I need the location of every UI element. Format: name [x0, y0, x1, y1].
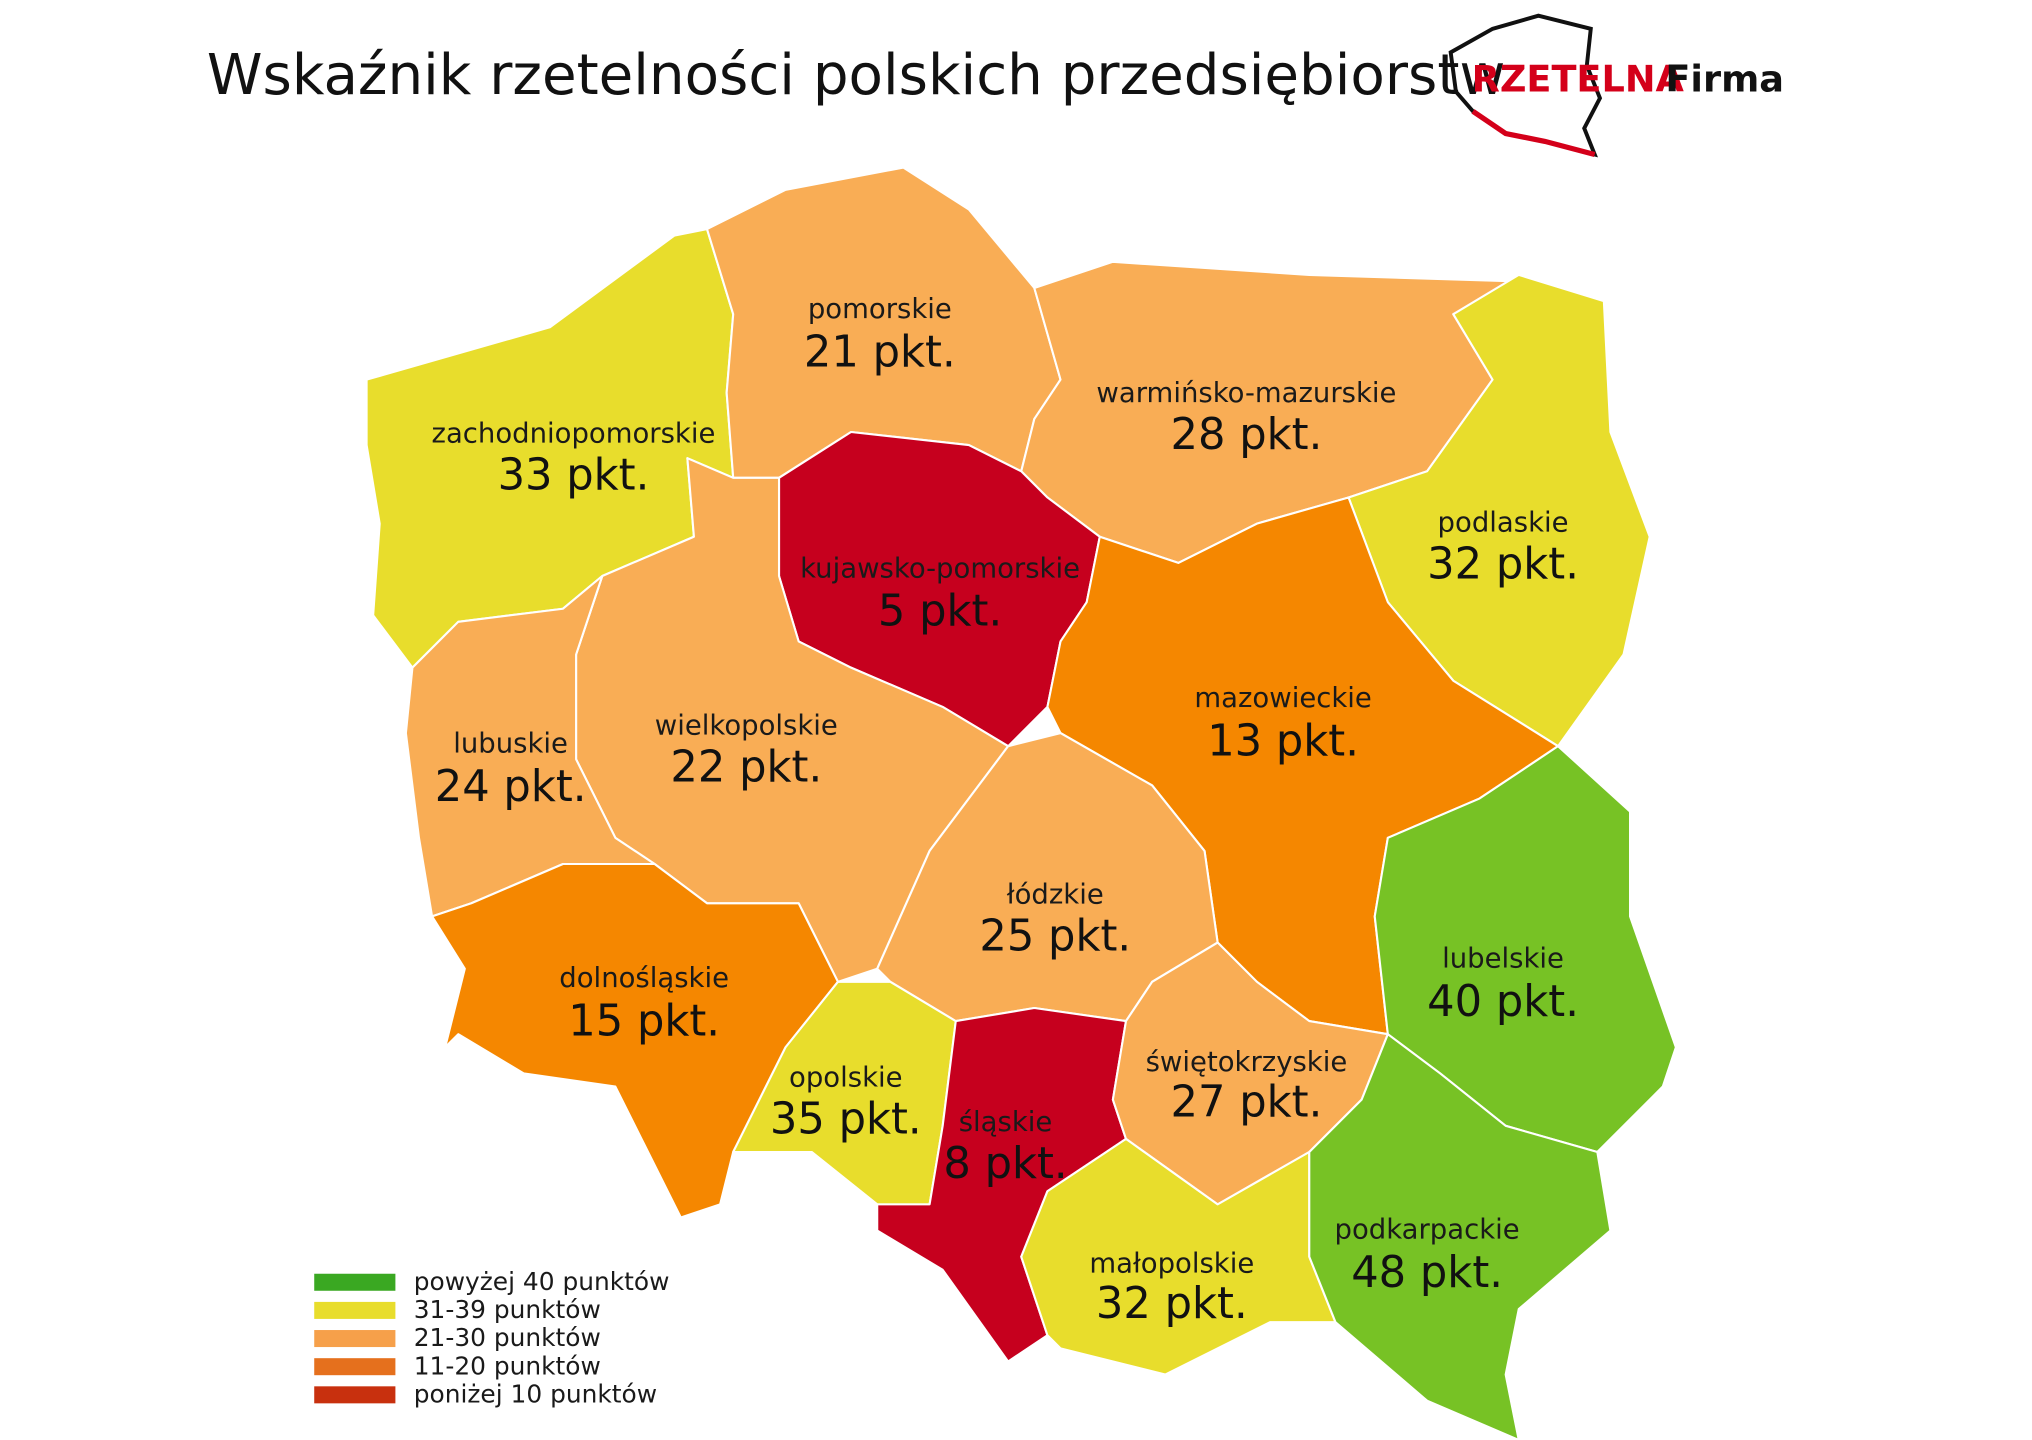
legend-swatch	[314, 1273, 396, 1291]
region-score: 8 pkt.	[943, 1139, 1067, 1189]
region-name: warmińsko-mazurskie	[1096, 377, 1396, 409]
region-name: wielkopolskie	[655, 709, 838, 741]
region	[1020, 1137, 1337, 1376]
legend-label: poniżej 10 punktów	[414, 1379, 657, 1408]
region-score: 33 pkt.	[498, 451, 650, 501]
title: Wskaźnik rzetelności polskich przedsiębi…	[207, 43, 1506, 108]
legend-label: powyżej 40 punktów	[414, 1267, 670, 1296]
legend-swatch	[314, 1301, 396, 1319]
region-name: podkarpackie	[1335, 1213, 1520, 1245]
region-score: 35 pkt.	[770, 1095, 922, 1145]
legend-swatch	[314, 1386, 396, 1404]
region-score: 21 pkt.	[804, 328, 956, 378]
region-name: opolskie	[789, 1062, 903, 1094]
region-name: lubuskie	[453, 728, 568, 760]
region	[1308, 1033, 1612, 1440]
region-name: kujawsko-pomorskie	[800, 552, 1080, 584]
region-score: 32 pkt.	[1096, 1279, 1248, 1329]
region-score: 48 pkt.	[1351, 1248, 1503, 1298]
region-name: pomorskie	[808, 293, 952, 325]
region-name: zachodniopomorskie	[432, 417, 716, 449]
region-name: łódzkie	[1007, 878, 1104, 910]
region-score: 24 pkt.	[435, 762, 587, 812]
region-score: 28 pkt.	[1171, 410, 1323, 460]
region-score: 32 pkt.	[1427, 540, 1579, 590]
region-name: mazowieckie	[1194, 682, 1371, 714]
legend-label: 21-30 punktów	[414, 1323, 601, 1352]
legend-swatch	[314, 1330, 396, 1348]
region-name: dolnośląskie	[559, 962, 729, 994]
region-score: 22 pkt.	[670, 743, 822, 793]
region-name: świętokrzyskie	[1146, 1046, 1348, 1078]
region-score: 15 pkt.	[568, 996, 720, 1046]
region-score: 40 pkt.	[1427, 977, 1579, 1027]
region-score: 5 pkt.	[878, 587, 1002, 637]
region-name: lubelskie	[1442, 942, 1564, 974]
legend-swatch	[314, 1358, 396, 1376]
region-name: śląskie	[959, 1106, 1053, 1138]
logo-brand: RZETELNA	[1472, 58, 1685, 101]
region	[431, 862, 839, 1219]
region-score: 25 pkt.	[979, 911, 1131, 961]
logo: RZETELNA Firma	[1448, 13, 1784, 158]
region-score: 13 pkt.	[1207, 716, 1359, 766]
region-score: 27 pkt.	[1171, 1078, 1323, 1128]
region-name: podlaskie	[1438, 506, 1569, 538]
legend-label: 11-20 punktów	[414, 1351, 601, 1380]
region-name: małopolskie	[1089, 1247, 1254, 1279]
logo-accent	[1471, 109, 1596, 158]
regions	[365, 166, 1677, 1440]
logo-word: Firma	[1665, 58, 1784, 101]
region	[404, 574, 656, 918]
legend-label: 31-39 punktów	[414, 1295, 601, 1324]
